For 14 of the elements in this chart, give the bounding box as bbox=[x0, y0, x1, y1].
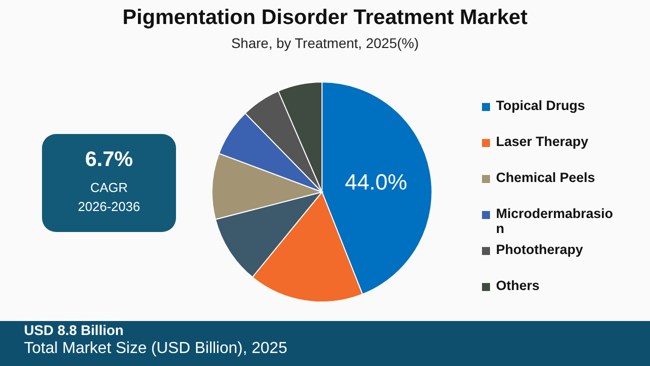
legend-label: Phototherapy bbox=[496, 242, 584, 257]
legend-label: Microdermabrasion bbox=[496, 206, 614, 236]
legend-label: Laser Therapy bbox=[496, 134, 590, 149]
legend-label: Others bbox=[496, 278, 541, 293]
text: 2026-2036 bbox=[76, 199, 142, 214]
chart-title: Pigmentation Disorder Treatment Market bbox=[122, 6, 528, 30]
chart-subtitle: Share, by Treatment, 2025(%) bbox=[230, 35, 420, 51]
data-label: 44.0% bbox=[344, 170, 408, 195]
text: 6.7% bbox=[84, 148, 134, 172]
legend-label: Topical Drugs bbox=[496, 98, 586, 113]
text: Total Market Size (USD Billion), 2025 bbox=[24, 340, 288, 358]
legend-label: Chemical Peels bbox=[496, 170, 596, 185]
text: USD 8.8 Billion bbox=[24, 322, 124, 338]
text: CAGR bbox=[89, 180, 129, 195]
